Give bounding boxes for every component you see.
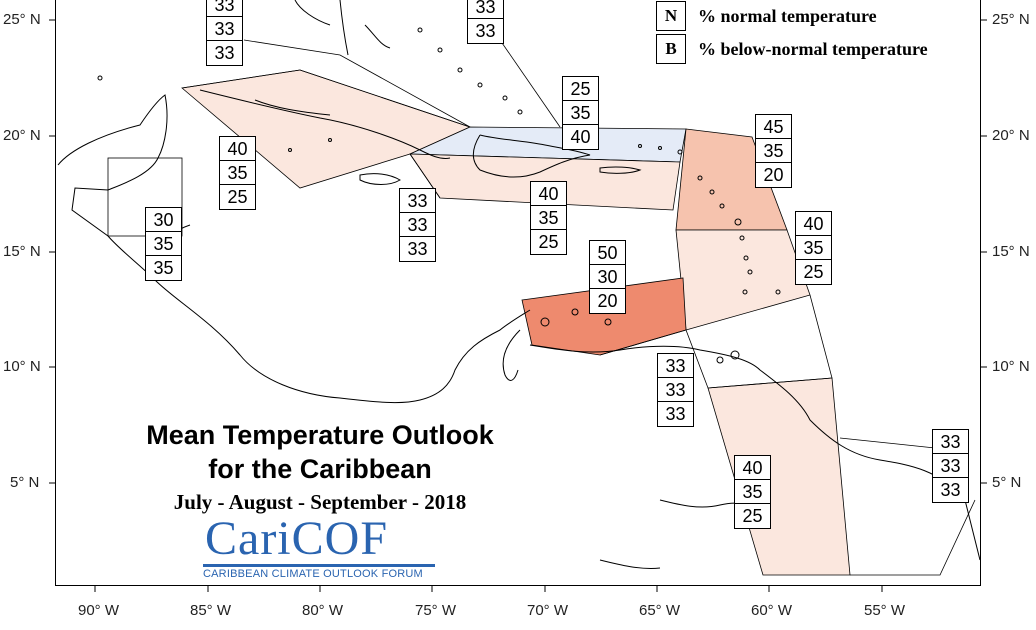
lon-label: 75° W — [415, 602, 457, 619]
prob-value: 33 — [407, 239, 428, 259]
lat-label-right: 25° N — [992, 11, 1030, 28]
islands — [97, 27, 781, 364]
prob-value: 50 — [590, 241, 625, 265]
map-frame — [55, 0, 981, 586]
prob-value: 33 — [207, 17, 242, 41]
lon-label: 70° W — [527, 602, 569, 619]
prob-value: 33 — [658, 354, 693, 378]
prob-value: 40 — [796, 212, 831, 236]
prob-value: 40 — [220, 137, 255, 161]
lon-label: 90° W — [78, 602, 120, 619]
logo-divider — [203, 564, 435, 567]
legend-key: N — [656, 1, 686, 31]
prob-value: 35 — [531, 206, 566, 230]
prob-value: 33 — [933, 430, 968, 454]
prob-box-trinidad: 33 33 33 — [657, 353, 694, 427]
lat-label-left: 20° N — [3, 127, 41, 144]
lon-label: 80° W — [302, 602, 344, 619]
legend-row-below: B % below-normal temperature — [656, 34, 928, 64]
prob-value: 35 — [220, 161, 255, 185]
prob-box-leeward-islands: 45 35 20 — [755, 114, 792, 188]
prob-value: 40 — [735, 456, 770, 480]
prob-value: 25 — [742, 506, 763, 526]
prob-box-bahamas-west: 33 33 33 — [206, 0, 243, 66]
prob-value: 25 — [538, 232, 559, 252]
prob-value: 40 — [570, 127, 591, 147]
lon-label: 55° W — [864, 602, 906, 619]
prob-box-guyana: 40 35 25 — [734, 455, 771, 529]
prob-value: 35 — [796, 236, 831, 260]
prob-value: 33 — [207, 0, 242, 17]
map-subtitle: July - August - September - 2018 — [173, 490, 467, 514]
lat-label-left: 10° N — [3, 358, 41, 375]
lat-label-right: 15° N — [992, 243, 1030, 260]
prob-value: 40 — [531, 182, 566, 206]
prob-value: 25 — [227, 187, 248, 207]
prob-value: 35 — [563, 101, 598, 125]
title-line-1: Mean Temperature Outlook — [146, 420, 494, 450]
prob-box-bahamas-east: 33 33 — [467, 0, 504, 44]
prob-value: 33 — [400, 213, 435, 237]
prob-value: 33 — [214, 43, 235, 63]
title-line-2: for the Caribbean — [208, 454, 432, 484]
legend-text: % normal temperature — [698, 5, 877, 26]
legend-row-normal: N % normal temperature — [656, 1, 877, 31]
prob-box-abc-islands: 50 30 20 — [589, 240, 626, 314]
legend-text: % below-normal temperature — [698, 38, 928, 59]
lon-label: 65° W — [639, 602, 681, 619]
prob-box-jamaica: 33 33 33 — [399, 188, 436, 262]
prob-value: 35 — [146, 232, 181, 256]
prob-value: 33 — [933, 454, 968, 478]
legend-key: B — [656, 34, 686, 64]
lat-label-right: 20° N — [992, 127, 1030, 144]
prob-value: 25 — [563, 77, 598, 101]
prob-value: 33 — [658, 378, 693, 402]
prob-value: 33 — [475, 21, 496, 41]
caricof-logo: CariCOF CARIBBEAN CLIMATE OUTLOOK FORUM — [203, 514, 435, 580]
lon-label: 85° W — [190, 602, 232, 619]
prob-value: 20 — [597, 291, 618, 311]
prob-box-hispaniola-north: 25 35 40 — [562, 76, 599, 150]
lat-label-left: 5° N — [10, 474, 40, 491]
lat-label-left: 15° N — [3, 243, 41, 260]
prob-value: 25 — [803, 262, 824, 282]
prob-box-suriname-french-guiana: 33 33 33 — [932, 429, 969, 503]
lon-label: 60° W — [751, 602, 793, 619]
map-title: Mean Temperature Outlook for the Caribbe… — [100, 418, 540, 486]
prob-value: 20 — [763, 165, 784, 185]
prob-box-belize: 30 35 35 — [145, 207, 182, 281]
logo-name: CariCOF — [205, 512, 389, 565]
prob-box-puerto-rico: 40 35 25 — [530, 181, 567, 255]
prob-box-windward-islands: 40 35 25 — [795, 211, 832, 285]
prob-value: 45 — [756, 115, 791, 139]
prob-value: 35 — [153, 258, 174, 278]
prob-value: 33 — [665, 404, 686, 424]
lat-label-right: 5° N — [992, 474, 1022, 491]
prob-value: 30 — [146, 208, 181, 232]
prob-value: 33 — [468, 0, 503, 19]
lat-label-right: 10° N — [992, 358, 1030, 375]
prob-box-cuba: 40 35 25 — [219, 136, 256, 210]
lat-label-left: 25° N — [3, 11, 41, 28]
prob-value: 35 — [735, 480, 770, 504]
prob-value: 35 — [756, 139, 791, 163]
prob-value: 33 — [400, 189, 435, 213]
prob-value: 30 — [590, 265, 625, 289]
prob-value: 33 — [940, 480, 961, 500]
logo-tagline: CARIBBEAN CLIMATE OUTLOOK FORUM — [203, 568, 423, 580]
